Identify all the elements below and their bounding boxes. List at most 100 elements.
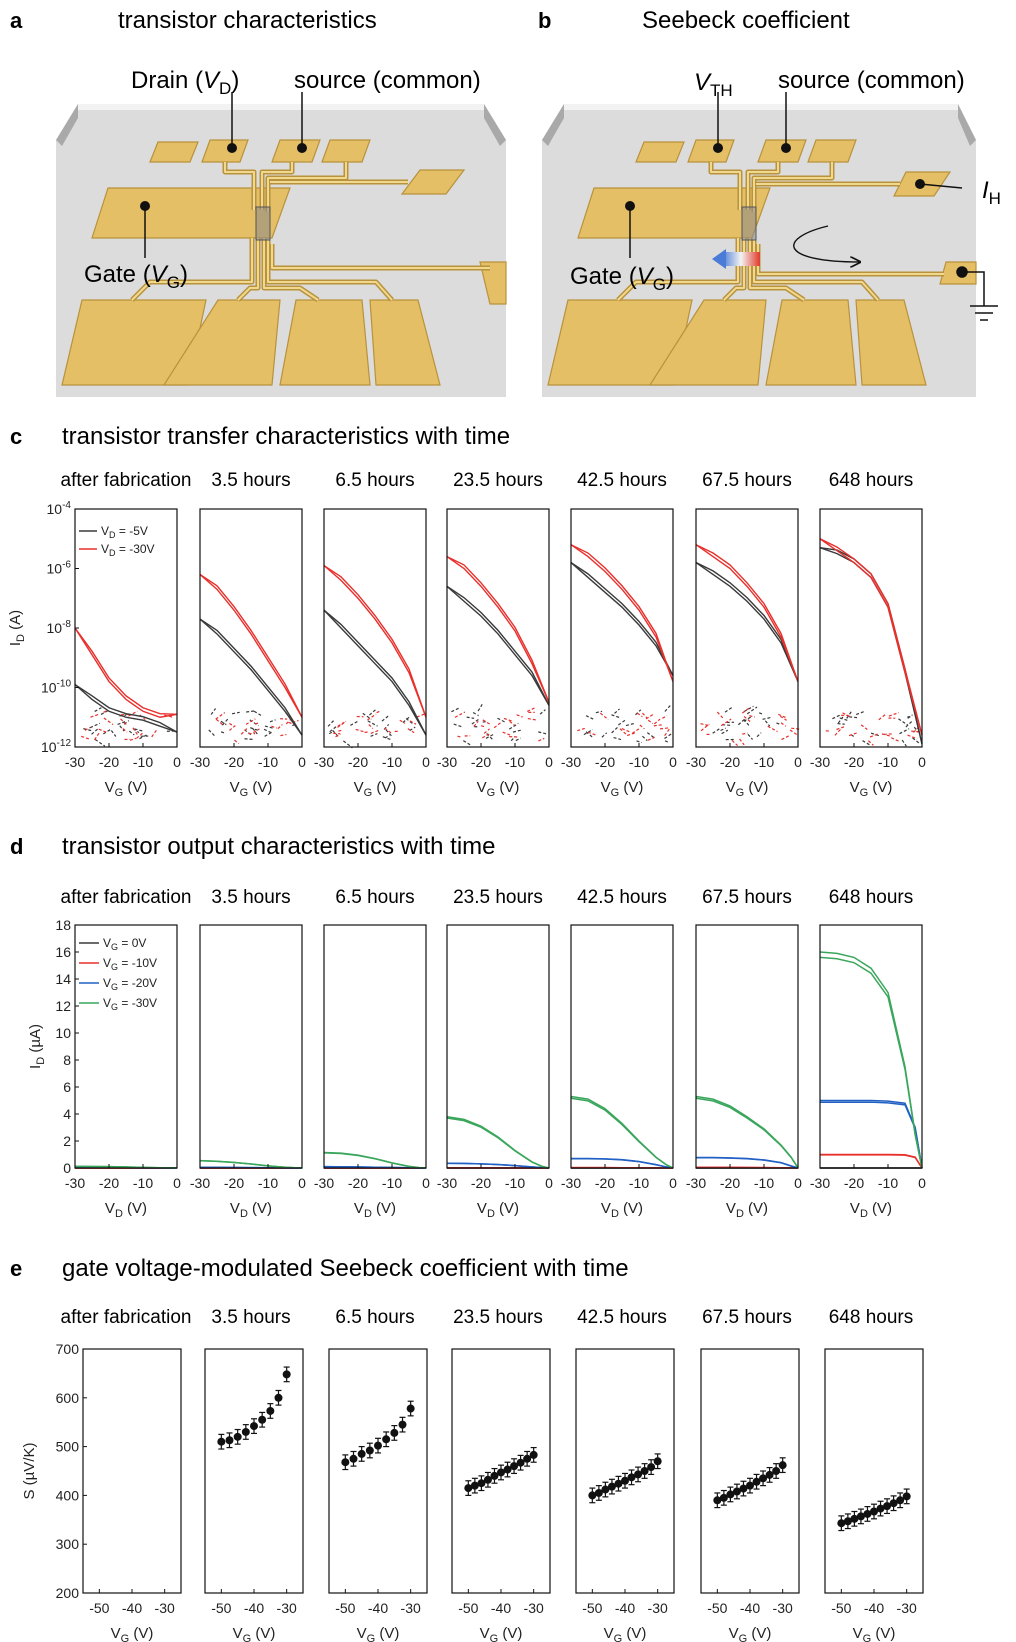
x-axis-label: VD (V): [105, 1200, 147, 1220]
gate-sub: G: [167, 273, 180, 292]
noise-segment: [409, 720, 417, 725]
series-line: [695, 544, 799, 682]
x-axis-label-main: V: [233, 1625, 243, 1642]
x-axis-label: VG (V): [477, 779, 520, 799]
noise-segment: [329, 725, 338, 733]
series-line: [323, 564, 427, 718]
transfer-subplot: 42.5 hours -30 -20 -10 0 VG (V): [561, 470, 677, 799]
noise-segment: [208, 729, 216, 738]
x-axis-label-main: V: [726, 1200, 736, 1217]
subplot-time-label: after fabrication: [61, 887, 192, 908]
x-axis-label: VG (V): [850, 779, 893, 799]
panel-b-title: Seebeck coefficient: [642, 7, 850, 34]
data-point: [843, 1517, 852, 1526]
noise-segment: [912, 737, 920, 744]
y-axis-label-unit: (µA): [27, 1024, 44, 1057]
data-point: [390, 1428, 399, 1437]
x-tick-label: 0: [918, 754, 926, 770]
heat-arrow-head: [712, 249, 726, 269]
noise-segment: [453, 723, 463, 728]
pad-b-vth: [687, 139, 735, 163]
subplot-time-label: after fabrication: [61, 1307, 192, 1328]
legend-sub: G: [111, 942, 118, 952]
noise-segment: [741, 706, 751, 714]
x-axis-label-sub: D: [240, 1208, 248, 1220]
x-axis-label-unit: (V): [868, 779, 892, 796]
noise-segment: [255, 721, 261, 725]
noise-segment: [645, 713, 655, 720]
y-tick-label: 16: [55, 944, 71, 960]
pad-a-gate: [91, 187, 291, 239]
noise-segment: [376, 710, 382, 714]
x-tick-label: -30: [401, 1600, 421, 1616]
noise-segment: [913, 727, 919, 733]
gold-electrodes-b: [547, 139, 977, 386]
series-line: [323, 1152, 427, 1169]
output-subplot: after fabrication-30 -20 -10 0VD (V)0246810…: [27, 887, 191, 1220]
noise-segment: [370, 729, 380, 735]
subplot-time-label: 23.5 hours: [453, 887, 543, 908]
series-line: [199, 618, 303, 736]
series-line: [446, 585, 550, 706]
heat-gradient-bar: [722, 252, 760, 266]
y-tick-label: 10-8: [47, 619, 72, 636]
x-tick-label: -30: [437, 754, 457, 770]
noise-segment: [384, 734, 390, 739]
data-point: [772, 1467, 781, 1475]
y-tick-base: 10: [47, 501, 63, 517]
y-tick-label: 200: [56, 1585, 80, 1601]
panel-e-letter: e: [10, 1256, 22, 1281]
x-axis-label-unit: (V): [123, 1200, 147, 1217]
noise-segment: [253, 710, 263, 717]
output-subplot: 67.5 hours -30 -20 -10 0 VD (V): [686, 887, 802, 1220]
subplot-time-label: 6.5 hours: [335, 887, 414, 908]
data-point: [274, 1393, 283, 1402]
x-tick-label: -30: [314, 1175, 334, 1191]
legend-entry: VG = -10V: [103, 956, 157, 972]
noise-segment: [343, 740, 353, 749]
x-tick-label: 0: [422, 1175, 430, 1191]
data-point: [837, 1519, 846, 1528]
series-line: [570, 544, 674, 682]
x-axis-label-sub: D: [115, 1208, 123, 1220]
x-tick-label: -30: [277, 1600, 297, 1616]
x-tick-label: -50: [335, 1600, 355, 1616]
noise-segment: [472, 712, 479, 717]
x-tick-label: 0: [794, 1175, 802, 1191]
x-axis-label: VG (V): [233, 1625, 276, 1642]
noise-segment: [842, 712, 851, 718]
ih-var: I: [982, 177, 989, 204]
noise-segment: [229, 722, 235, 727]
data-point: [647, 1463, 656, 1472]
substrate-a-edge-left: [56, 104, 78, 146]
data-point: [357, 1449, 366, 1458]
x-axis-label-sub: G: [611, 787, 620, 799]
series-line: [74, 683, 178, 733]
subplot-time-label: 67.5 hours: [702, 1307, 792, 1328]
x-tick-label: -30: [65, 754, 85, 770]
x-axis-label-unit: (V): [744, 779, 768, 796]
noise-segment: [454, 711, 466, 718]
y-tick-base: 10: [41, 680, 57, 696]
subplot-time-label: 42.5 hours: [577, 470, 667, 491]
noise-segment: [721, 729, 729, 735]
noise-segment: [614, 708, 620, 714]
data-point: [233, 1432, 242, 1441]
noise-segment: [382, 736, 392, 741]
x-axis-label-main: V: [726, 779, 736, 796]
x-axis-label: VG (V): [726, 779, 769, 799]
gate-b-var: V: [637, 263, 655, 290]
noise-segment: [103, 717, 114, 726]
x-tick-label: -30: [524, 1600, 544, 1616]
subplot-time-label: 3.5 hours: [211, 470, 290, 491]
noise-segment: [789, 729, 799, 737]
x-tick-label: -10: [505, 1175, 525, 1191]
x-axis-label-main: V: [480, 1625, 490, 1642]
x-axis-label-main: V: [105, 779, 115, 796]
x-axis-label: VD (V): [230, 1200, 272, 1220]
noise-segment: [128, 730, 135, 736]
noise-segment: [527, 717, 537, 721]
vth-sub: TH: [710, 81, 733, 100]
noise-segment: [849, 716, 859, 719]
off-state-noise: [700, 705, 802, 746]
